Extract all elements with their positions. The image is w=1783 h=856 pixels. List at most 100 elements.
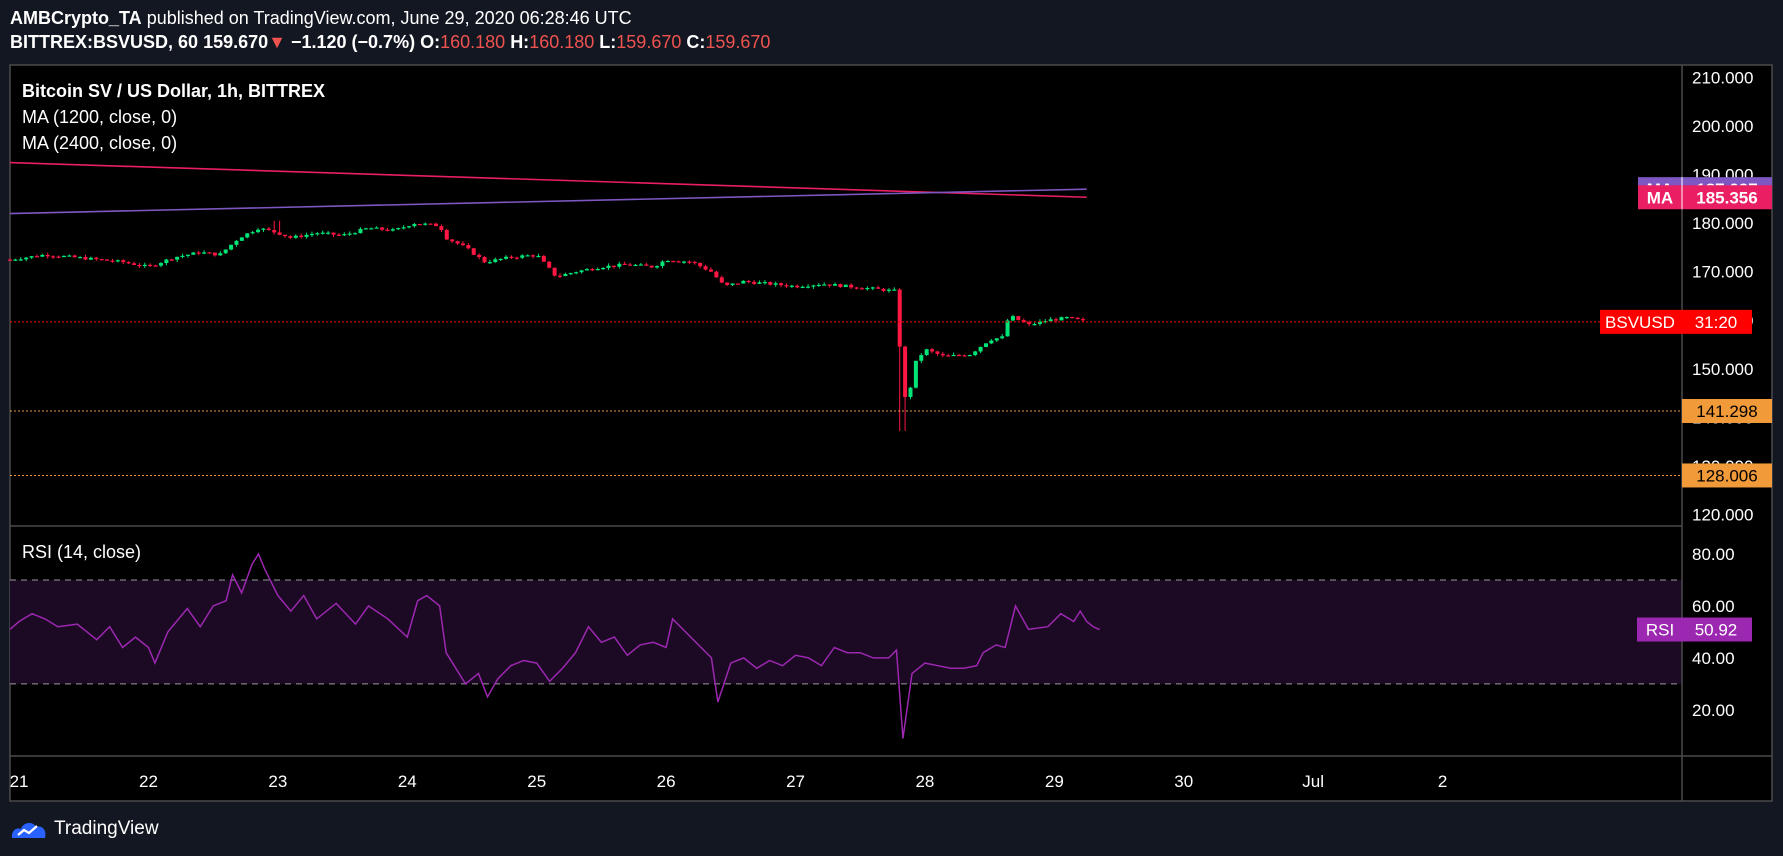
symbol-label: BITTREX:BSVUSD, 60 xyxy=(10,32,199,52)
footer: TradingView xyxy=(10,814,159,844)
candle-body xyxy=(730,283,735,285)
price-tick-label: 200.000 xyxy=(1692,117,1753,136)
candle-body xyxy=(493,259,498,263)
candle-body xyxy=(946,355,951,357)
candle-body xyxy=(180,255,185,257)
candle-body xyxy=(1032,324,1037,326)
ma-2400-legend[interactable]: MA (2400, close, 0) xyxy=(22,133,177,153)
candle-body xyxy=(800,286,805,289)
candle-body xyxy=(191,252,196,255)
time-tick-label: 27 xyxy=(786,772,805,791)
candle-body xyxy=(99,259,104,261)
candle-body xyxy=(644,264,649,266)
candle-body xyxy=(164,259,169,264)
candle-body xyxy=(266,228,271,231)
candle-body xyxy=(212,252,217,256)
candle-body xyxy=(525,255,530,257)
candle-body xyxy=(795,285,800,288)
level-lines xyxy=(10,321,1682,476)
close-value: 159.670 xyxy=(705,32,771,52)
tradingview-logo-icon[interactable] xyxy=(10,818,48,840)
candle-body xyxy=(655,266,660,268)
time-tick-label: 24 xyxy=(398,772,417,791)
candle-body xyxy=(563,273,568,277)
chart-title[interactable]: Bitcoin SV / US Dollar, 1h, BITTREX xyxy=(22,81,325,101)
rsi-legend[interactable]: RSI (14, close) xyxy=(22,542,141,562)
down-arrow-icon: ▼ xyxy=(268,32,286,52)
rsi-band-fill xyxy=(10,579,1682,684)
candle-body xyxy=(326,232,331,234)
candle-body xyxy=(153,265,158,267)
candle-body xyxy=(1081,319,1086,321)
rsi-value-tag xyxy=(1637,617,1752,642)
candle-body xyxy=(8,259,12,261)
candle-body xyxy=(622,263,627,265)
rsi-tick-label: 40.00 xyxy=(1692,649,1735,668)
candle-body xyxy=(444,229,449,240)
candle-body xyxy=(1043,321,1048,323)
candle-body xyxy=(881,288,886,291)
candle-body xyxy=(51,256,56,258)
candle-body xyxy=(638,264,643,266)
candle-body xyxy=(779,283,784,286)
time-tick-label: 22 xyxy=(139,772,158,791)
candle-body xyxy=(827,284,832,286)
candle-body xyxy=(234,240,239,245)
candle-body xyxy=(342,234,347,236)
candle-body xyxy=(433,223,438,227)
candle-body xyxy=(256,229,261,233)
candle-body xyxy=(1059,317,1064,321)
candle-body xyxy=(547,261,552,268)
publisher-name[interactable]: AMBCrypto_TA xyxy=(10,8,142,28)
rsi-axis[interactable]: 20.00 40.00 60.00 80.00 xyxy=(1692,545,1735,720)
candle-body xyxy=(913,360,918,388)
price-tick-label: 170.000 xyxy=(1692,263,1753,282)
ma-1200-legend[interactable]: MA (1200, close, 0) xyxy=(22,107,177,127)
candle-body xyxy=(229,244,234,250)
brand-name[interactable]: TradingView xyxy=(54,818,159,839)
time-axis[interactable]: 21 22 23 24 25 26 27 28 29 30 Jul 2 xyxy=(10,772,1448,791)
candle-body xyxy=(309,233,314,236)
rsi-line xyxy=(9,552,1100,739)
time-tick-label: 28 xyxy=(915,772,934,791)
candle-body xyxy=(347,233,352,235)
time-tick-label: 21 xyxy=(10,772,29,791)
candle-body xyxy=(633,264,638,267)
rsi-tag-value: 50.92 xyxy=(1695,621,1738,640)
candle-body xyxy=(121,260,126,263)
candle-body xyxy=(299,235,304,237)
candle-body xyxy=(56,256,61,258)
candle-body xyxy=(789,285,794,287)
candle-body xyxy=(854,287,859,289)
chart-legend: Bitcoin SV / US Dollar, 1h, BITTREX MA (… xyxy=(22,81,325,562)
candle-body xyxy=(935,351,940,354)
candle-body xyxy=(185,254,190,256)
candle-body xyxy=(816,284,821,287)
candle-body xyxy=(687,261,692,263)
candle-body xyxy=(784,285,789,287)
candle-body xyxy=(930,349,935,352)
time-tick-label: 29 xyxy=(1045,772,1064,791)
candle-body xyxy=(439,226,444,230)
candle-body xyxy=(288,236,293,238)
candle-body xyxy=(358,228,363,234)
candle-body xyxy=(595,269,600,271)
open-value: 160.180 xyxy=(440,32,506,52)
candle-body xyxy=(1027,322,1032,325)
candle-body xyxy=(989,340,994,344)
candle-body xyxy=(417,224,422,226)
last-price: 159.670 xyxy=(203,32,269,52)
candle-body xyxy=(94,257,99,260)
candle-body xyxy=(606,265,611,268)
chart-header: AMBCrypto_TA published on TradingView.co… xyxy=(10,6,770,54)
candle-body xyxy=(1075,317,1080,320)
low-label: L: xyxy=(599,32,617,52)
candle-body xyxy=(477,254,482,258)
candle-body xyxy=(676,261,681,263)
candle-body xyxy=(315,233,320,235)
support-price-label: 128.006 xyxy=(1696,466,1757,485)
price-change: −1.120 (−0.7%) xyxy=(290,32,416,52)
candle-body xyxy=(1048,319,1053,322)
candle-body xyxy=(682,261,687,263)
